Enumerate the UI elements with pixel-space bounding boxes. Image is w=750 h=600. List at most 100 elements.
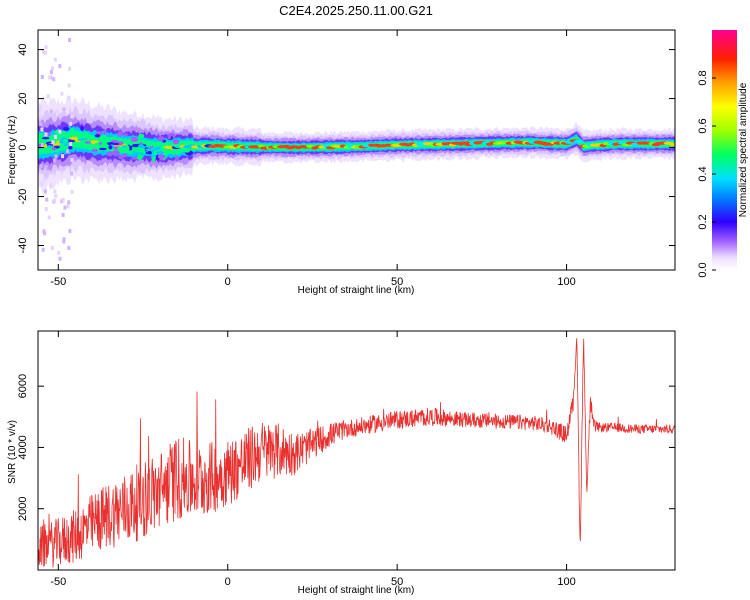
spectrogram-speckle <box>61 213 65 217</box>
spectrogram-speckle <box>42 177 46 182</box>
spectrogram-blob <box>74 131 79 135</box>
spectrogram-speckle <box>66 149 69 154</box>
spectrogram-blob <box>80 126 84 131</box>
spectrogram-speckle <box>60 91 64 96</box>
spectrogram-speckle <box>50 66 54 71</box>
spectrogram-speckle <box>62 237 66 242</box>
spectrogram-blob <box>117 146 123 150</box>
spectrogram-speckle <box>61 154 64 159</box>
spectrogram-speckle <box>47 215 51 220</box>
spectrogram-speckle <box>69 142 73 146</box>
spectrogram-band <box>38 125 675 160</box>
spectrogram-blob <box>118 154 124 160</box>
spectrogram-speckle <box>39 122 43 127</box>
snr-ticks: -50 0 50 100 2000 4000 6000 <box>17 331 675 588</box>
spectrogram-speckle <box>55 109 59 114</box>
spectrogram-speckle <box>67 200 71 205</box>
snr-ytick-label: 4000 <box>17 435 29 459</box>
spectrogram-speckle <box>46 94 50 99</box>
spectrogram-blob <box>111 150 120 156</box>
spectrogram-blob <box>152 141 157 148</box>
spectrogram-blob <box>167 133 172 140</box>
spectrogram-speckle <box>40 75 44 79</box>
spectrogram-blob <box>147 151 152 155</box>
spectrogram-xlabel: Height of straight line (km) <box>298 285 415 296</box>
spectrogram-blob <box>62 126 70 131</box>
snr-xtick-label: 0 <box>225 576 231 588</box>
spectrogram-speckle <box>40 127 44 132</box>
spectrogram-blob <box>114 153 118 157</box>
spectrogram-frame <box>37 29 676 271</box>
spectrogram-speckle <box>44 45 48 50</box>
spectrogram-ytick-label: 20 <box>17 92 29 104</box>
spectrogram-blob <box>146 143 153 147</box>
snr-ytick-label: 2000 <box>17 496 29 520</box>
spectrogram-speckle <box>42 49 46 54</box>
snr-plot-area <box>38 331 675 570</box>
colorbar-tick-label: 0.0 <box>697 262 709 277</box>
spectrogram-core-cell <box>573 139 584 143</box>
colorbar-tick-label: 0.8 <box>697 70 709 85</box>
snr-series-line <box>38 338 675 568</box>
spectrogram-speckle <box>52 77 56 82</box>
spectrogram-speckle <box>38 109 42 114</box>
spectrogram-speckle <box>54 135 57 139</box>
spectrogram-speckle <box>66 204 70 209</box>
spectrogram-speckle <box>53 189 57 194</box>
spectrogram-xtick-label: -50 <box>50 276 66 288</box>
spectrogram-blob <box>94 134 101 138</box>
spectrogram-blob <box>63 139 69 143</box>
spectrogram-xtick-label: 50 <box>391 276 403 288</box>
spectrogram-blob <box>172 139 180 145</box>
spectrogram-blob <box>41 137 50 140</box>
spectrogram-ticks: -50 0 50 100 -40 -20 0 20 40 <box>17 30 675 288</box>
spectrogram-speckle <box>44 207 48 211</box>
spectrogram-blob <box>63 143 70 146</box>
snr-ytick-label: 6000 <box>17 374 29 398</box>
colorbar-ticks: 0.0 0.2 0.4 0.6 0.8 <box>697 70 716 278</box>
spectrogram-blob <box>108 145 113 150</box>
spectrogram-blob <box>110 139 118 143</box>
spectrogram-speckle <box>49 70 53 75</box>
spectrogram-speckle <box>51 140 55 145</box>
spectrogram-blob <box>152 156 156 163</box>
spectrogram-blob <box>184 148 191 153</box>
spectrogram-speckle <box>67 245 71 250</box>
spectrogram-speckle <box>62 239 66 244</box>
spectrogram-speckle <box>70 157 74 162</box>
spectrogram-blob <box>130 136 139 142</box>
spectrogram-speckle <box>43 189 47 194</box>
spectrogram-blob <box>173 145 180 148</box>
chart-title: C2E4.2025.250.11.00.G21 <box>279 3 433 18</box>
spectrogram-speckle <box>68 66 72 71</box>
spectrogram-ytick-label: 40 <box>17 43 29 55</box>
spectrogram-speckle <box>57 250 61 255</box>
spectrogram-ytick-label: -20 <box>17 189 29 205</box>
colorbar-tick-label: 0.6 <box>697 118 709 133</box>
spectrogram-blob <box>38 133 46 137</box>
spectrogram-blob <box>125 145 130 152</box>
spectrogram-blob <box>70 127 75 134</box>
snr-xtick-label: 50 <box>391 576 403 588</box>
spectrogram-blob <box>122 153 128 158</box>
spectrogram-band <box>38 129 675 156</box>
spectrogram-speckle <box>70 171 73 176</box>
spectrogram-speckle <box>44 132 48 137</box>
spectrogram-blob <box>117 131 123 137</box>
spectrogram-blob <box>98 147 107 151</box>
spectrogram-speckle <box>58 64 62 69</box>
spectrogram-speckle <box>49 109 53 114</box>
colorbar: 0.0 0.2 0.4 0.6 0.8 Normalized spectral ampl… <box>697 30 749 278</box>
spectrogram-blob <box>145 148 152 152</box>
snr-xlabel: Height of straight line (km) <box>298 585 415 596</box>
spectrogram-xtick-label: 100 <box>557 276 575 288</box>
spectrogram-speckle <box>40 143 44 148</box>
spectrogram-speckle <box>43 50 47 55</box>
spectrogram-speckle <box>67 83 71 88</box>
snr-xtick-label: -50 <box>50 576 66 588</box>
snr-xtick-label: 100 <box>557 576 575 588</box>
spectrogram-blob <box>45 155 49 158</box>
spectrogram-speckle <box>54 193 58 198</box>
colorbar-gradient <box>712 30 737 270</box>
